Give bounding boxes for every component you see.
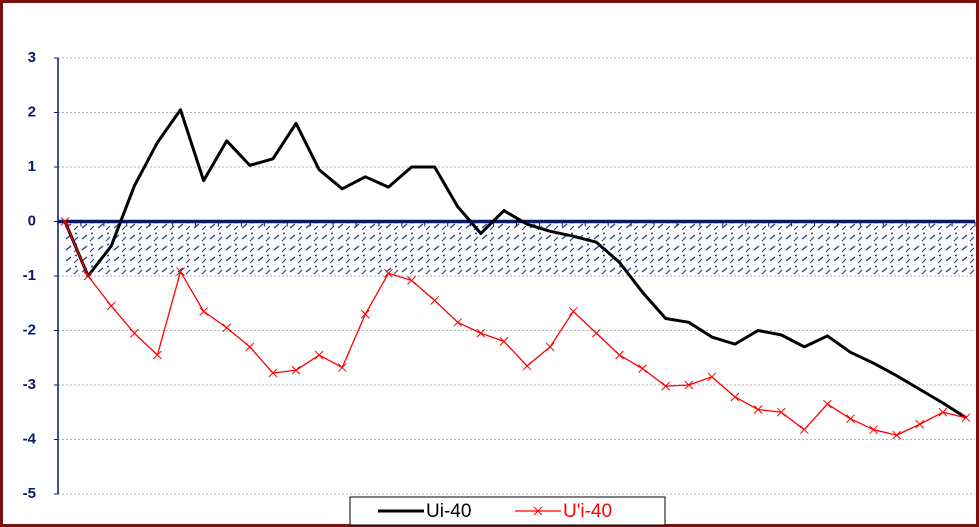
marker [776,407,786,417]
y-tick-label: -2 [23,321,36,338]
y-tick-label: 2 [28,103,36,120]
y-tick-label: -5 [23,485,36,502]
y-tick-label: -4 [23,430,37,447]
marker [245,342,255,352]
marker [199,307,208,316]
marker [499,337,509,346]
marker [961,413,971,423]
y-tick-label: 0 [28,212,36,229]
marker [453,317,463,327]
marker [545,342,555,352]
marker [938,407,948,417]
marker [314,350,324,360]
marker [753,405,763,414]
marker [430,296,439,305]
marker [176,267,185,276]
marker [476,328,486,338]
marker [533,506,543,516]
marker [222,323,232,333]
marker [522,361,532,371]
y-tick-label: -3 [23,376,36,393]
marker [892,430,902,440]
marker [268,368,278,378]
series-line [63,108,967,419]
marker [384,268,393,278]
marker [730,392,740,402]
marker [915,419,925,429]
y-tick-label: 1 [28,158,36,175]
marker [661,381,671,391]
marker [60,217,70,226]
legend-label: U'i-40 [563,501,612,522]
marker [337,363,347,372]
marker [129,328,139,338]
marker [407,276,416,285]
marker [684,380,694,390]
marker [823,399,832,409]
legend: Ui-40 U'i-40 [349,496,666,526]
marker [291,365,301,375]
marker [846,414,855,424]
marker [799,425,809,435]
markers [60,217,971,440]
marker [869,425,878,435]
marker [153,350,162,360]
marker [707,372,717,382]
y-tick-label: 3 [28,49,36,66]
series-line [64,221,967,436]
y-tick-label: -1 [23,267,36,284]
marker [615,350,624,360]
marker [568,307,578,316]
marker [360,309,370,319]
marker [592,328,601,338]
marker [106,301,116,311]
legend-label: Ui-40 [426,501,471,522]
marker [638,364,647,374]
marker [83,271,93,281]
band [62,221,975,276]
